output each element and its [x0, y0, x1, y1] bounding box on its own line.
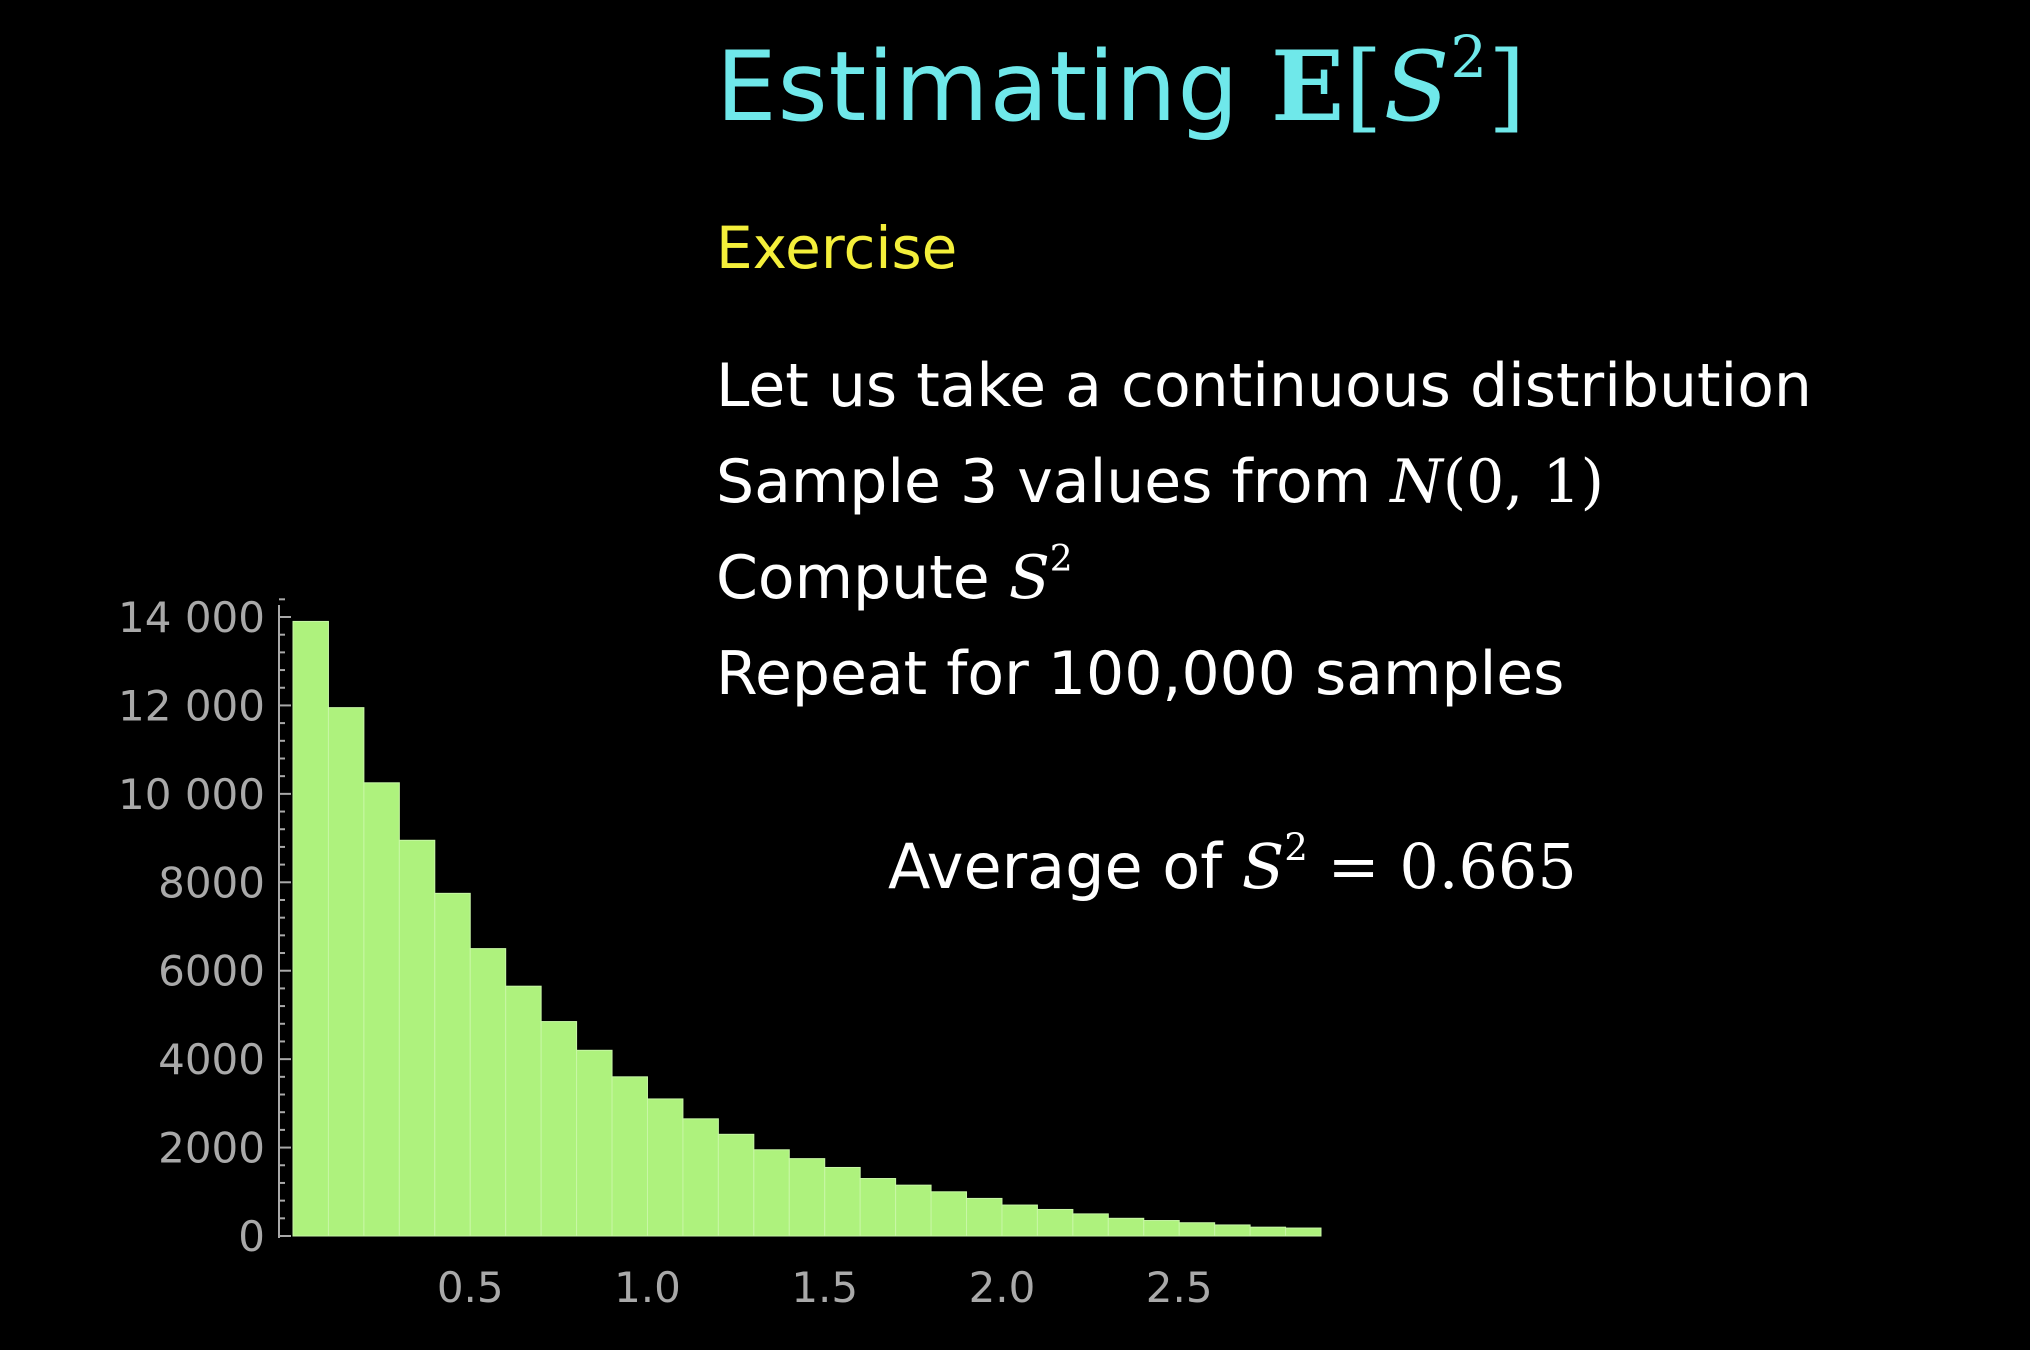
average-value: = 0.665 — [1327, 830, 1577, 903]
step-line-3: Compute S2 — [716, 530, 1812, 626]
expectation-symbol: E — [1270, 30, 1346, 143]
histogram-bar — [505, 985, 542, 1237]
title-exponent: 2 — [1450, 23, 1488, 91]
average-result: Average of S2 = 0.665 — [888, 829, 1577, 903]
histogram-bar — [398, 839, 436, 1237]
step-line-3-variable: S — [1008, 543, 1050, 613]
histogram-bar — [434, 892, 471, 1237]
histogram-bar — [1214, 1224, 1251, 1237]
histogram-bar — [611, 1076, 648, 1237]
x-tick-label: 2.0 — [969, 1263, 1036, 1312]
x-tick-label: 2.5 — [1146, 1263, 1213, 1312]
slide-title: Estimating E[S2] — [716, 29, 1527, 143]
histogram-bar — [327, 707, 365, 1237]
y-tick-label: 2000 — [158, 1124, 265, 1173]
x-tick-label: 1.5 — [791, 1263, 858, 1312]
histogram-bar — [646, 1098, 684, 1237]
normal-dist-symbol: N — [1390, 447, 1443, 517]
y-tick-label: 14 000 — [118, 593, 265, 642]
histogram-bar — [1143, 1220, 1180, 1237]
histogram-bar — [540, 1021, 578, 1237]
title-word: Estimating — [716, 31, 1240, 143]
histogram-bar — [788, 1158, 826, 1237]
title-open-bracket: [ — [1345, 31, 1384, 143]
histogram-bar — [930, 1191, 968, 1237]
average-exponent: 2 — [1284, 825, 1308, 870]
exercise-steps: Let us take a continuous distribution Sa… — [716, 338, 1812, 722]
normal-dist-args: (0, 1) — [1442, 447, 1605, 517]
histogram-bar — [1001, 1204, 1038, 1237]
histogram-bar — [469, 948, 507, 1237]
step-line-2-text: Sample 3 values from — [716, 447, 1372, 517]
step-line-3-text: Compute — [716, 543, 990, 613]
y-tick-label: 6000 — [158, 947, 265, 996]
step-line-1: Let us take a continuous distribution — [716, 351, 1812, 421]
histogram-bar — [859, 1178, 897, 1237]
histogram-bar — [895, 1184, 932, 1237]
histogram-bar — [966, 1197, 1003, 1237]
histogram-bar — [576, 1049, 613, 1237]
y-tick-label: 12 000 — [118, 681, 265, 730]
title-math: E[S2] — [1270, 29, 1527, 143]
y-tick-label: 4000 — [158, 1035, 265, 1084]
histogram-bar — [1036, 1208, 1074, 1237]
x-tick-label: 1.0 — [614, 1263, 681, 1312]
histogram-bar — [292, 620, 329, 1237]
average-variable: S — [1241, 830, 1285, 903]
histogram-bar — [1072, 1213, 1109, 1237]
histogram-bar — [1107, 1217, 1145, 1237]
y-tick-label: 8000 — [158, 858, 265, 907]
histogram-bar — [1249, 1226, 1287, 1237]
histogram-bar — [682, 1118, 719, 1237]
histogram-bar — [1178, 1222, 1216, 1237]
y-tick-label: 10 000 — [118, 770, 265, 819]
step-line-4: Repeat for 100,000 samples — [716, 639, 1565, 709]
exercise-label: Exercise — [716, 214, 958, 282]
step-line-2: Sample 3 values from N(0, 1) — [716, 434, 1812, 530]
histogram-bar — [1285, 1227, 1322, 1237]
x-tick-label: 0.5 — [437, 1263, 504, 1312]
average-text: Average of — [888, 830, 1223, 903]
histogram-bar — [363, 782, 400, 1237]
step-line-3-exponent: 2 — [1049, 539, 1073, 580]
histogram-bar — [753, 1149, 790, 1237]
histogram-bar — [717, 1133, 755, 1237]
y-tick-label: 0 — [238, 1212, 265, 1261]
title-variable-s: S — [1383, 31, 1451, 143]
histogram-bar — [824, 1166, 861, 1237]
title-close-bracket: ] — [1487, 31, 1527, 143]
